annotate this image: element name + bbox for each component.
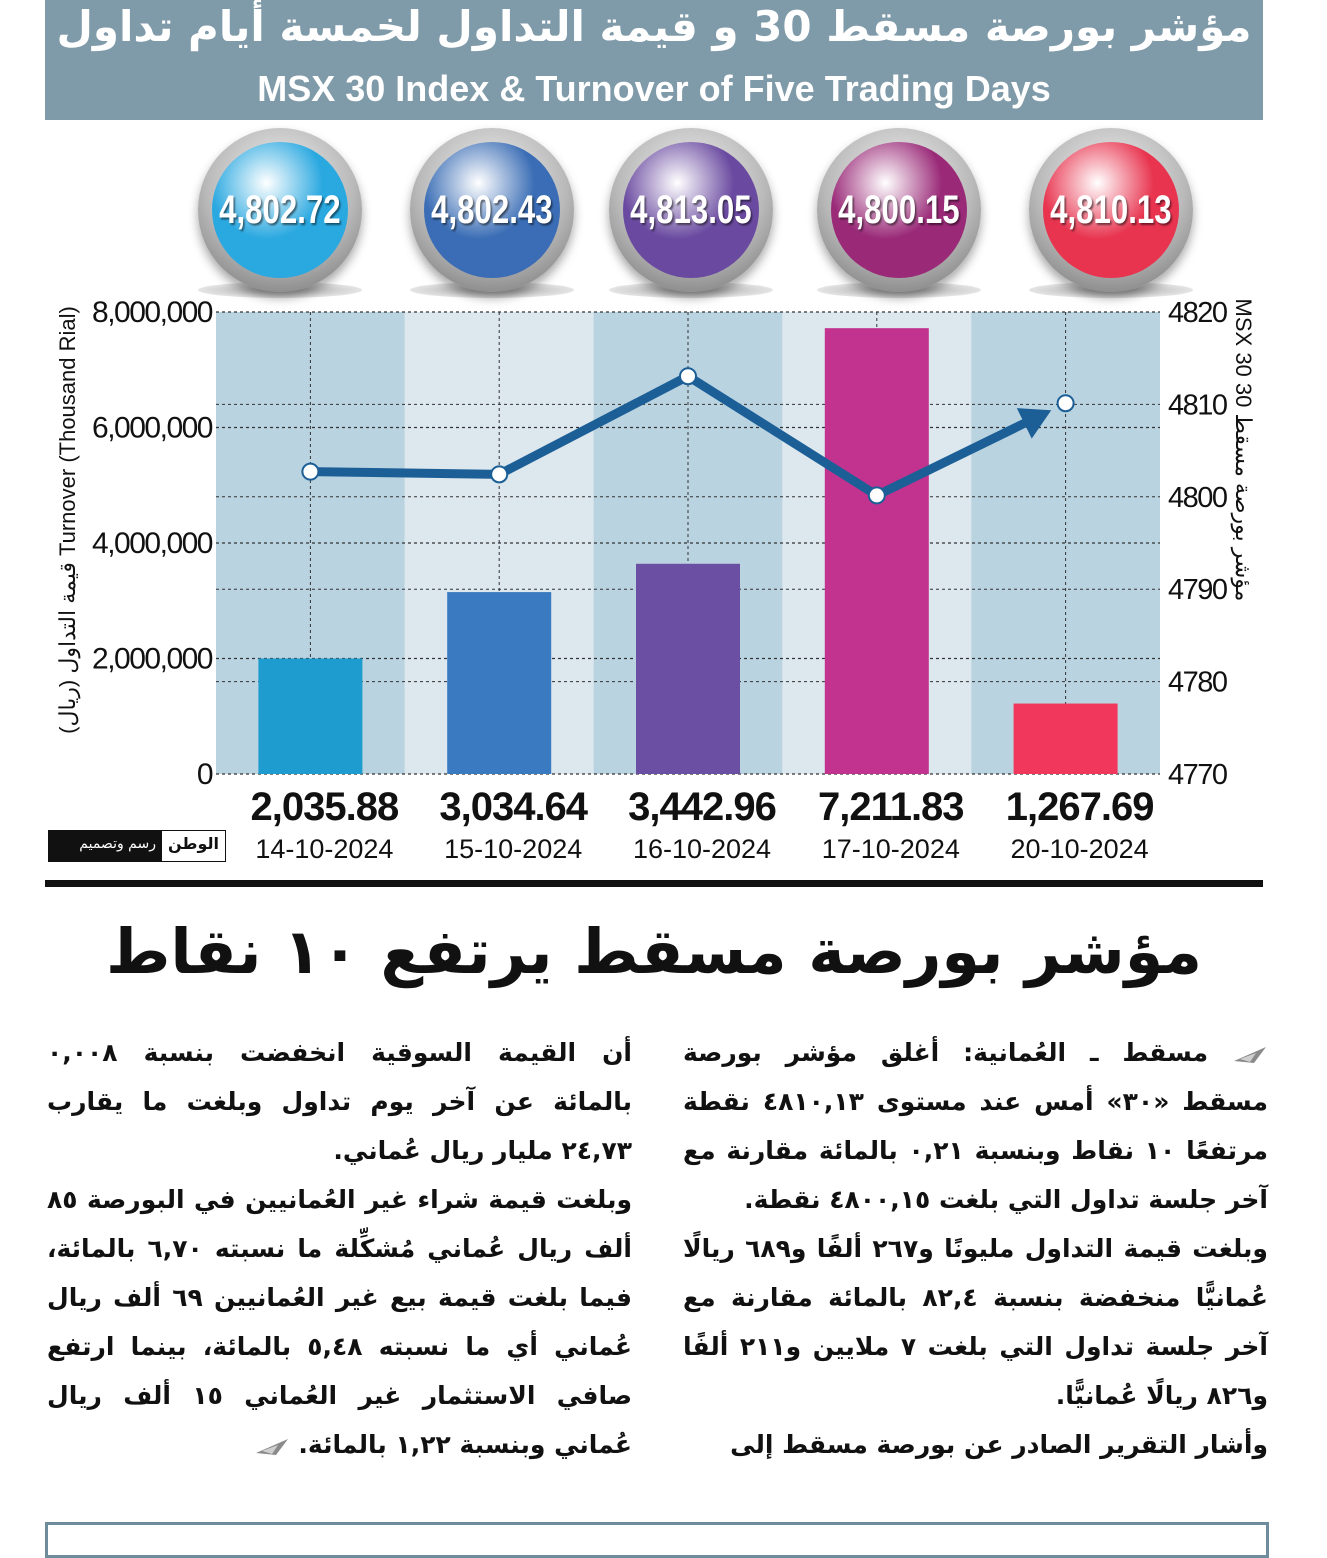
index-bubble: 4,813.05 xyxy=(609,128,773,292)
logo-credit: رسم وتصميم xyxy=(79,836,156,852)
turnover-value-label: 7,211.83 xyxy=(818,785,964,829)
turnover-bar xyxy=(1013,703,1118,774)
left-tick-label: 2,000,000 xyxy=(92,643,213,676)
index-bubble: 4,810.13 xyxy=(1029,128,1193,292)
turnover-value-label: 1,267.69 xyxy=(1006,785,1154,829)
date-label: 16-10-2024 xyxy=(633,834,771,864)
index-point xyxy=(301,462,320,481)
index-arrowhead xyxy=(1016,408,1052,439)
title-english: MSX 30 Index & Turnover of Five Trading … xyxy=(257,68,1051,109)
left-tick-label: 6,000,000 xyxy=(92,412,213,445)
right-tick-label: 4820 xyxy=(1168,297,1227,329)
bird-icon xyxy=(1233,1047,1266,1063)
bubble-value: 4,802.43 xyxy=(431,187,553,232)
section-divider xyxy=(45,880,1263,887)
turnover-bar xyxy=(824,328,929,774)
header-banner: مؤشر بورصة مسقط 30 و قيمة التداول لخمسة … xyxy=(45,0,1263,120)
bubble-value: 4,802.72 xyxy=(219,187,341,232)
bubble-face: 4,802.43 xyxy=(424,142,560,278)
index-bubble: 4,800.15 xyxy=(817,128,981,292)
newspaper-logo: الوطن رسم وتصميم xyxy=(48,830,226,862)
turnover-index-chart: 0 2,000,000 4,000,000 6,000,000 8,000,000 477… xyxy=(55,296,1256,864)
turnover-bar xyxy=(636,563,740,774)
right-tick-label: 4800 xyxy=(1168,482,1227,514)
index-point xyxy=(1056,394,1075,413)
article-paragraph: وأشار التقرير الصادر عن بورصة مسقط إلى xyxy=(730,1430,1268,1459)
right-axis-text: MSX 30 مؤشر بورصة مسقط 30 xyxy=(1230,299,1256,602)
index-bubble: 4,802.43 xyxy=(410,128,574,292)
bubble-face: 4,810.13 xyxy=(1043,142,1179,278)
turnover-value-label: 2,035.88 xyxy=(251,785,399,829)
left-axis-label: قيمة التداول (ريال) Turnover (Thousand R… xyxy=(55,306,81,734)
index-bubble: 4,802.72 xyxy=(198,128,362,292)
index-point xyxy=(867,486,886,505)
bubble-face: 4,813.05 xyxy=(623,142,759,278)
article-paragraph: وبلغت قيمة التداول مليونًا و٢٦٧ ألفًا و٦… xyxy=(683,1234,1268,1410)
logo-brand: الوطن xyxy=(162,831,225,861)
right-tick-label: 4810 xyxy=(1168,389,1227,421)
turnover-bar xyxy=(258,658,363,774)
title-arabic: مؤشر بورصة مسقط 30 و قيمة التداول لخمسة … xyxy=(56,2,1252,51)
article-column-left: أن القيمة السوقية انخفضت بنسبة ٠,٠٠٨ بال… xyxy=(47,1028,632,1469)
article-headline: مؤشر بورصة مسقط يرتفع ١٠ نقاط xyxy=(106,915,1202,988)
turnover-value-label: 3,442.96 xyxy=(628,785,776,829)
right-axis-label: MSX 30 مؤشر بورصة مسقط 30 xyxy=(1230,299,1256,602)
date-label: 14-10-2024 xyxy=(255,834,393,864)
bubble-face: 4,802.72 xyxy=(212,142,348,278)
left-tick-label: 8,000,000 xyxy=(92,296,213,329)
article-paragraph: مسقط ـ العُمانية: أغلق مؤشر بورصة مسقط «… xyxy=(683,1038,1269,1214)
right-tick-label: 4770 xyxy=(1168,759,1227,791)
article-column-right: مسقط ـ العُمانية: أغلق مؤشر بورصة مسقط «… xyxy=(683,1028,1268,1469)
turnover-value-label: 3,034.64 xyxy=(439,785,588,829)
article-paragraph: أن القيمة السوقية انخفضت بنسبة ٠,٠٠٨ بال… xyxy=(47,1038,632,1165)
date-label: 15-10-2024 xyxy=(444,834,582,864)
bubble-value: 4,813.05 xyxy=(630,187,752,232)
date-label: 17-10-2024 xyxy=(822,834,960,864)
left-tick-label: 0 xyxy=(197,758,213,791)
index-point xyxy=(490,465,509,484)
date-label: 20-10-2024 xyxy=(1011,834,1149,864)
turnover-bar xyxy=(447,592,552,774)
right-tick-label: 4780 xyxy=(1168,667,1227,699)
left-tick-label: 4,000,000 xyxy=(92,527,213,560)
right-tick-label: 4790 xyxy=(1168,574,1227,606)
article-paragraph: وبلغت قيمة شراء غير العُمانيين في البورص… xyxy=(47,1185,633,1459)
bubble-value: 4,810.13 xyxy=(1050,187,1172,232)
bubble-value: 4,800.15 xyxy=(838,187,960,232)
next-section-frame xyxy=(45,1522,1269,1558)
index-point xyxy=(679,367,697,386)
left-axis-text: قيمة التداول (ريال) Turnover (Thousand R… xyxy=(55,306,81,734)
bubble-face: 4,800.15 xyxy=(831,142,967,278)
end-bird-icon xyxy=(255,1439,288,1455)
